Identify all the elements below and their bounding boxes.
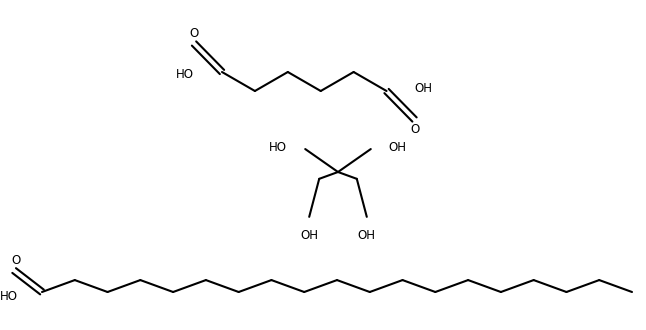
Text: OH: OH: [300, 229, 318, 242]
Text: OH: OH: [415, 82, 433, 95]
Text: OH: OH: [358, 229, 376, 242]
Text: HO: HO: [269, 141, 287, 153]
Text: O: O: [410, 123, 419, 136]
Text: O: O: [12, 254, 21, 267]
Text: OH: OH: [389, 141, 407, 153]
Text: O: O: [189, 27, 199, 40]
Text: HO: HO: [176, 68, 194, 81]
Text: HO: HO: [0, 289, 18, 303]
